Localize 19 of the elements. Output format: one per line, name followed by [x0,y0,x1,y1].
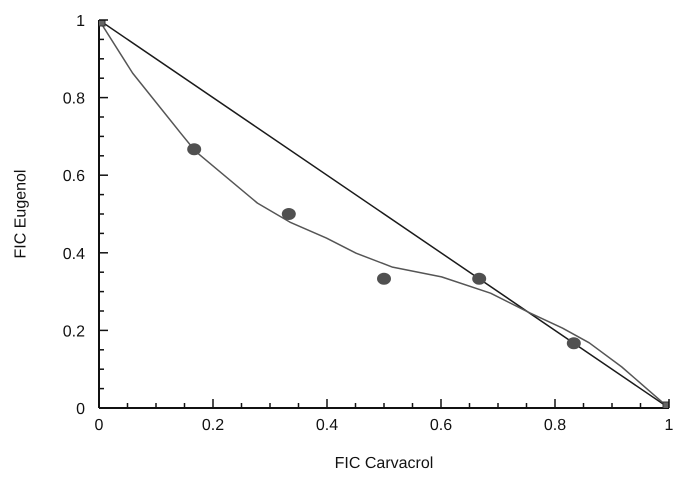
point [377,272,391,285]
y-tick-label: 1 [76,13,86,30]
x-tick-label: 0 [94,417,104,434]
y-tick-label: 0.8 [62,90,86,108]
x-axis-title: FIC Carvacrol [334,455,434,472]
point [187,143,202,156]
x-tick-label: 0.2 [202,417,224,434]
y-tick-label: 0.6 [62,168,86,186]
x-tick-label: 0.6 [430,417,452,434]
x-tick-label: 0.8 [544,417,566,434]
y-tick-label: 0 [76,401,86,418]
y-tick-label: 0.2 [62,323,86,340]
point [282,208,296,220]
x-tick-label: 0.4 [316,417,338,434]
point [566,337,581,350]
x-tick-label: 1 [664,417,674,434]
y-tick-label: 0.4 [62,246,86,263]
y-axis-title: FIC Eugenol [12,170,30,258]
point [472,272,486,285]
